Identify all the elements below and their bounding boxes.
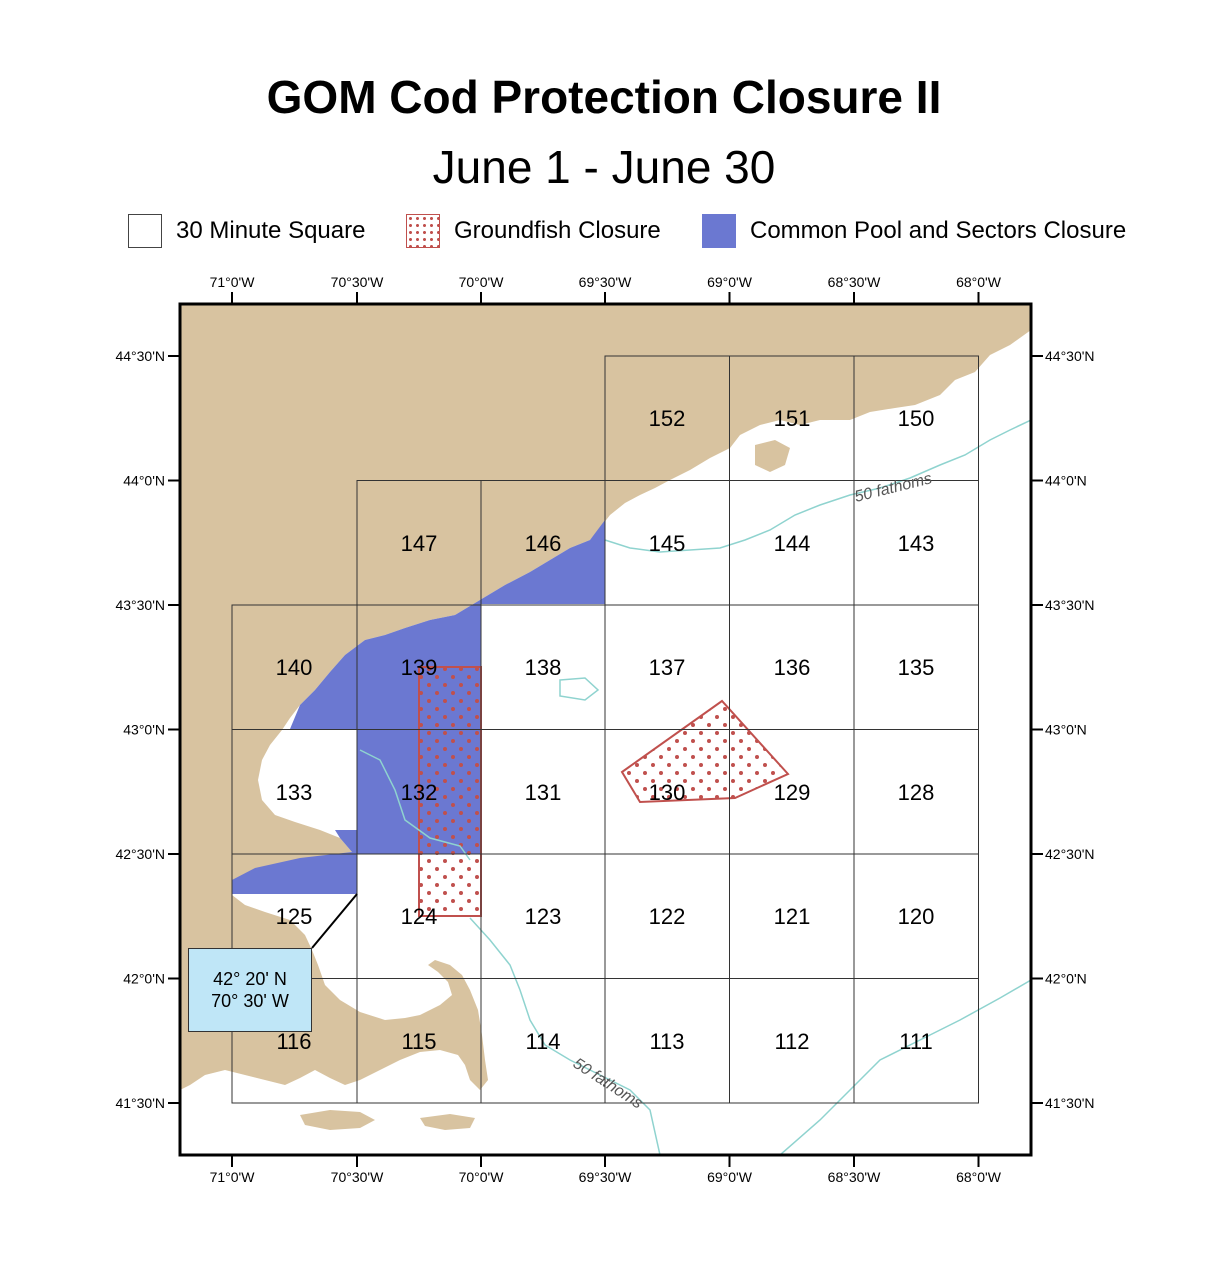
square-label: 140 [276,655,313,680]
lon-label: 71°0'W [210,1169,256,1185]
land-island-nantucket [420,1114,475,1130]
left-axis-labels: 44°30'N 44°0'N 43°30'N 43°0'N 42°30'N 42… [115,348,165,1111]
square-labels: 152 151 150 147 146 145 144 143 140 139 … [276,406,935,1054]
square-label: 114 [525,1029,560,1054]
lat-label: 41°30'N [1045,1095,1095,1111]
square-label: 138 [525,655,562,680]
land-mainland [180,304,1031,1090]
callout-lon: 70° 30' W [211,991,289,1011]
land-island-martha [300,1110,375,1130]
square-label: 120 [898,904,935,929]
contour-50-east [779,979,1031,1155]
square-label: 137 [649,655,686,680]
square-label: 151 [774,406,811,431]
lon-label: 68°30'W [828,1169,881,1185]
lat-label: 43°0'N [123,722,165,738]
map-subtitle: June 1 - June 30 [432,141,776,193]
square-label: 129 [774,780,811,805]
lat-label: 44°30'N [1045,348,1095,364]
contour-50-shelf [469,917,661,1155]
lon-label: 69°30'W [579,274,632,290]
right-axis-labels: 44°30'N 44°0'N 43°30'N 43°0'N 42°30'N 42… [1045,348,1095,1111]
square-swatch-icon [128,214,162,248]
square-label: 145 [649,531,686,556]
square-label: 116 [276,1029,311,1054]
square-label: 133 [276,780,313,805]
square-label: 146 [525,531,562,556]
square-label: 147 [401,531,438,556]
square-label: 152 [649,406,686,431]
lon-label: 70°30'W [331,1169,384,1185]
groundfish-swatch-icon [406,214,440,248]
groundfish-closure-west [418,666,482,917]
top-axis [231,292,980,304]
callout-lat: 42° 20' N [213,969,287,989]
square-label: 139 [401,655,438,680]
bottom-axis [231,1155,980,1167]
lat-label: 42°30'N [115,846,165,862]
top-axis-labels: 71°0'W 70°30'W 70°0'W 69°30'W 69°0'W 68°… [210,274,1002,290]
square-label: 143 [898,531,935,556]
lat-label: 43°0'N [1045,722,1087,738]
callout-leader [311,893,358,949]
square-label: 125 [276,904,313,929]
lat-label: 44°30'N [115,348,165,364]
square-label: 121 [774,904,811,929]
land-island-grand-manan [755,440,790,472]
square-label: 130 [649,780,686,805]
square-label: 132 [401,780,438,805]
square-label: 113 [649,1029,684,1054]
lat-label: 41°30'N [115,1095,165,1111]
square-label: 115 [401,1029,436,1054]
lon-label: 70°0'W [459,274,505,290]
legend-item-pool: Common Pool and Sectors Closure [702,212,1126,250]
lat-label: 44°0'N [1045,473,1087,489]
lon-label: 70°0'W [459,1169,505,1185]
map-title: GOM Cod Protection Closure II [266,71,942,123]
lat-label: 42°0'N [1045,971,1087,987]
lon-label: 69°30'W [579,1169,632,1185]
grid-squares [231,355,979,1104]
legend-label-square: 30 Minute Square [176,217,366,244]
square-label: 111 [899,1029,932,1054]
lat-label: 43°30'N [1045,597,1095,613]
lon-label: 71°0'W [210,274,256,290]
square-label: 150 [898,406,935,431]
lat-label: 42°30'N [1045,846,1095,862]
lon-label: 70°30'W [331,274,384,290]
contour-50-north [604,419,1031,553]
legend-label-pool: Common Pool and Sectors Closure [750,217,1127,244]
groundfish-closure-east [620,699,790,804]
lon-label: 68°0'W [956,1169,1002,1185]
left-axis [168,355,180,1104]
square-label: 135 [898,655,935,680]
legend-item-square: 30 Minute Square [128,212,365,250]
contour-50-gulf [359,749,471,861]
square-label: 128 [898,780,935,805]
lon-label: 69°0'W [707,1169,753,1185]
lon-label: 69°0'W [707,274,753,290]
lon-label: 68°0'W [956,274,1002,290]
square-label: 123 [525,904,562,929]
bottom-axis-labels: 71°0'W 70°30'W 70°0'W 69°30'W 69°0'W 68°… [210,1169,1002,1185]
coordinate-callout: 42° 20' N 70° 30' W [188,948,312,1032]
square-label: 144 [774,531,811,556]
square-label: 112 [774,1029,809,1054]
contour-jeffreys [559,677,600,701]
lat-label: 43°30'N [115,597,165,613]
right-axis [1031,355,1043,1104]
square-label: 136 [774,655,811,680]
square-label: 124 [401,904,438,929]
pool-swatch-icon [702,214,736,248]
square-label: 122 [649,904,686,929]
legend-item-groundfish: Groundfish Closure [406,212,661,250]
lon-label: 68°30'W [828,274,881,290]
lat-label: 42°0'N [123,971,165,987]
lat-label: 44°0'N [123,473,165,489]
legend-label-groundfish: Groundfish Closure [454,217,661,244]
square-label: 131 [525,780,562,805]
